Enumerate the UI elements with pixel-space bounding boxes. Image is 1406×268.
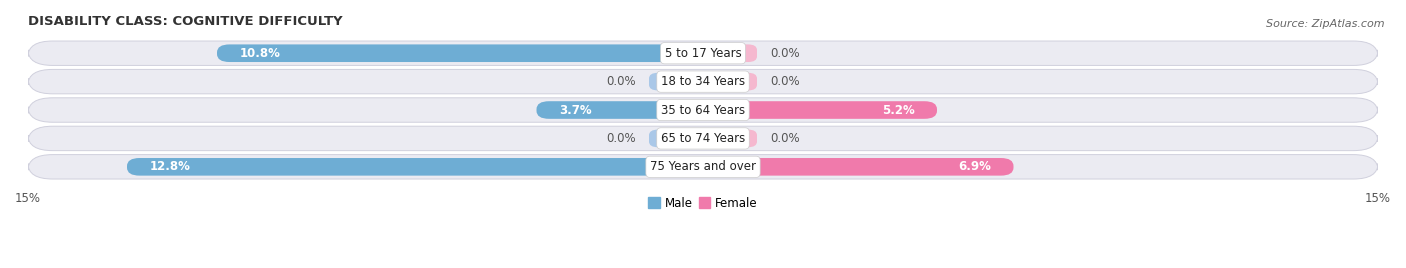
- Text: 65 to 74 Years: 65 to 74 Years: [661, 132, 745, 145]
- Text: 10.8%: 10.8%: [239, 47, 280, 60]
- FancyBboxPatch shape: [703, 101, 936, 119]
- FancyBboxPatch shape: [703, 44, 756, 62]
- Legend: Male, Female: Male, Female: [644, 192, 762, 215]
- FancyBboxPatch shape: [28, 41, 1378, 65]
- Text: 0.0%: 0.0%: [770, 47, 800, 60]
- Text: 3.7%: 3.7%: [560, 103, 592, 117]
- Text: 0.0%: 0.0%: [606, 75, 636, 88]
- Text: 0.0%: 0.0%: [770, 132, 800, 145]
- FancyBboxPatch shape: [650, 130, 703, 147]
- Text: 75 Years and over: 75 Years and over: [650, 160, 756, 173]
- Text: Source: ZipAtlas.com: Source: ZipAtlas.com: [1267, 19, 1385, 29]
- FancyBboxPatch shape: [703, 73, 756, 90]
- FancyBboxPatch shape: [703, 130, 756, 147]
- FancyBboxPatch shape: [28, 98, 1378, 122]
- Text: 18 to 34 Years: 18 to 34 Years: [661, 75, 745, 88]
- Text: DISABILITY CLASS: COGNITIVE DIFFICULTY: DISABILITY CLASS: COGNITIVE DIFFICULTY: [28, 15, 343, 28]
- Text: 6.9%: 6.9%: [957, 160, 991, 173]
- Text: 12.8%: 12.8%: [149, 160, 190, 173]
- Text: 0.0%: 0.0%: [770, 75, 800, 88]
- Text: 5.2%: 5.2%: [882, 103, 914, 117]
- FancyBboxPatch shape: [28, 69, 1378, 94]
- FancyBboxPatch shape: [28, 126, 1378, 151]
- FancyBboxPatch shape: [703, 158, 1014, 176]
- FancyBboxPatch shape: [537, 101, 703, 119]
- FancyBboxPatch shape: [28, 155, 1378, 179]
- FancyBboxPatch shape: [650, 73, 703, 90]
- FancyBboxPatch shape: [217, 44, 703, 62]
- Text: 5 to 17 Years: 5 to 17 Years: [665, 47, 741, 60]
- Text: 35 to 64 Years: 35 to 64 Years: [661, 103, 745, 117]
- Text: 0.0%: 0.0%: [606, 132, 636, 145]
- FancyBboxPatch shape: [127, 158, 703, 176]
